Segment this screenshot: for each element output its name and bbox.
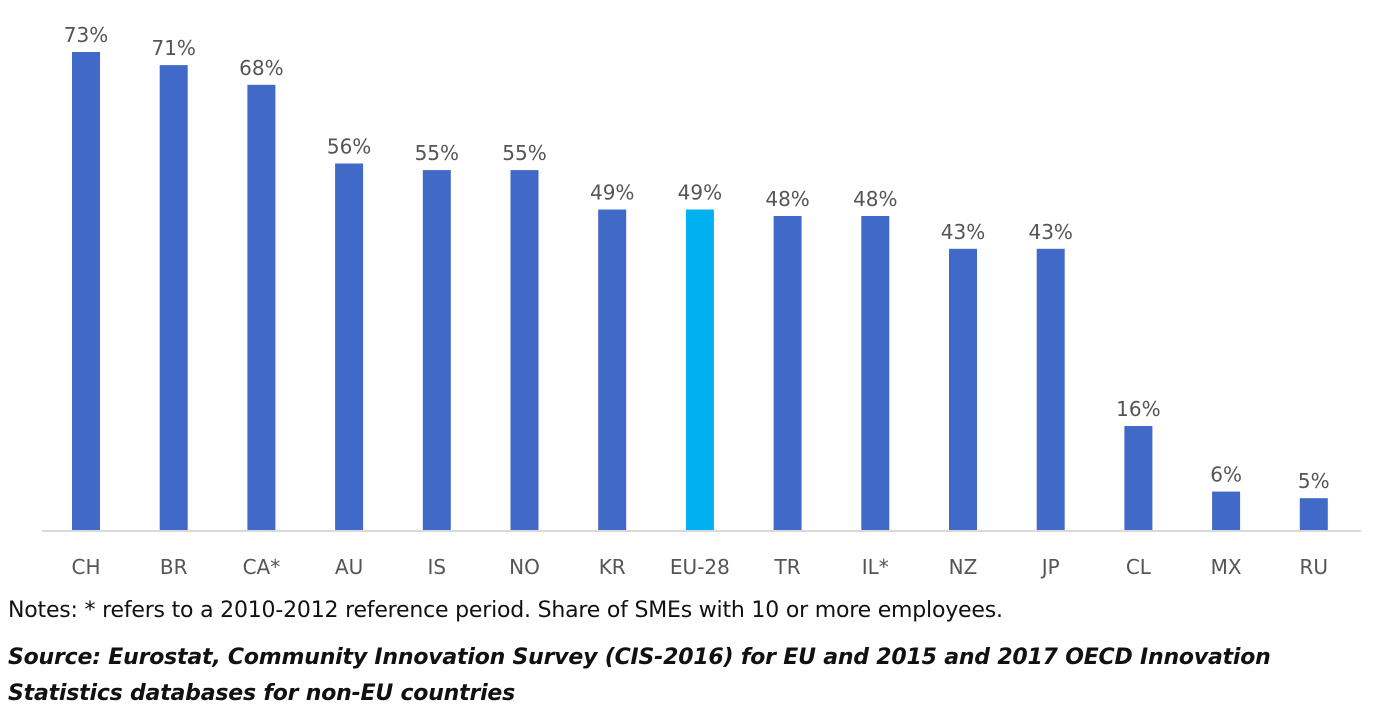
chart-source: Source: Eurostat, Community Innovation S… — [8, 645, 1271, 706]
category-label-nz: NZ — [949, 555, 978, 579]
category-labels-group: CH BR CA* AU IS NO KR EU-28 TR IL* NZ JP CL MX RU — [71, 555, 1328, 579]
value-label-cl: 16% — [1116, 397, 1160, 421]
category-label-il: IL* — [862, 555, 889, 579]
bar-au — [335, 163, 364, 531]
value-label-eu-28: 49% — [678, 181, 722, 205]
category-label-au: AU — [335, 555, 363, 579]
value-label-nz: 43% — [941, 220, 985, 244]
value-label-ch: 73% — [64, 23, 108, 47]
value-label-ca: 68% — [239, 56, 283, 80]
bar-cl — [1124, 426, 1153, 531]
bar-eu-28 — [685, 209, 714, 531]
value-label-br: 71% — [151, 36, 195, 60]
value-label-jp: 43% — [1028, 220, 1072, 244]
category-label-no: NO — [509, 555, 540, 579]
bar-ca — [247, 84, 276, 532]
value-label-il: 48% — [853, 187, 897, 211]
bar-ch — [72, 52, 100, 531]
category-label-is: IS — [428, 555, 447, 579]
category-label-jp: JP — [1040, 555, 1060, 579]
value-label-mx: 6% — [1210, 463, 1242, 487]
category-label-br: BR — [160, 555, 188, 579]
value-labels-group: 73% 71% 68% 56% 55% 55% 49% 49% 48% 48% 43% 43% 16% 6… — [64, 23, 1330, 493]
category-label-ca: CA* — [243, 555, 281, 579]
category-label-ch: CH — [71, 555, 100, 579]
value-label-ru: 5% — [1298, 469, 1330, 493]
bar-il — [861, 216, 890, 531]
bar-nz — [949, 248, 977, 532]
bar-is — [422, 170, 451, 531]
bar-br — [159, 65, 188, 531]
bar-tr — [773, 216, 802, 531]
category-label-kr: KR — [599, 555, 626, 579]
bar-ru — [1299, 498, 1328, 531]
bar-kr — [598, 209, 627, 531]
bar-chart: 73% 71% 68% 56% 55% 55% 49% 49% 48% 48% 43% 43% 16% 6… — [42, 23, 1361, 579]
bars-group — [72, 52, 1328, 532]
category-label-mx: MX — [1211, 555, 1242, 579]
category-label-cl: CL — [1126, 555, 1152, 579]
category-label-tr: TR — [774, 555, 801, 579]
category-label-eu-28: EU-28 — [670, 555, 730, 579]
bar-mx — [1212, 491, 1241, 531]
value-label-is: 55% — [415, 141, 459, 165]
value-label-kr: 49% — [590, 181, 634, 205]
value-label-tr: 48% — [765, 187, 809, 211]
bar-jp — [1036, 248, 1065, 532]
value-label-no: 55% — [502, 141, 546, 165]
value-label-au: 56% — [327, 135, 371, 159]
chart-notes: Notes: * refers to a 2010-2012 reference… — [8, 598, 1003, 623]
category-label-ru: RU — [1300, 555, 1329, 579]
bar-no — [510, 170, 539, 531]
